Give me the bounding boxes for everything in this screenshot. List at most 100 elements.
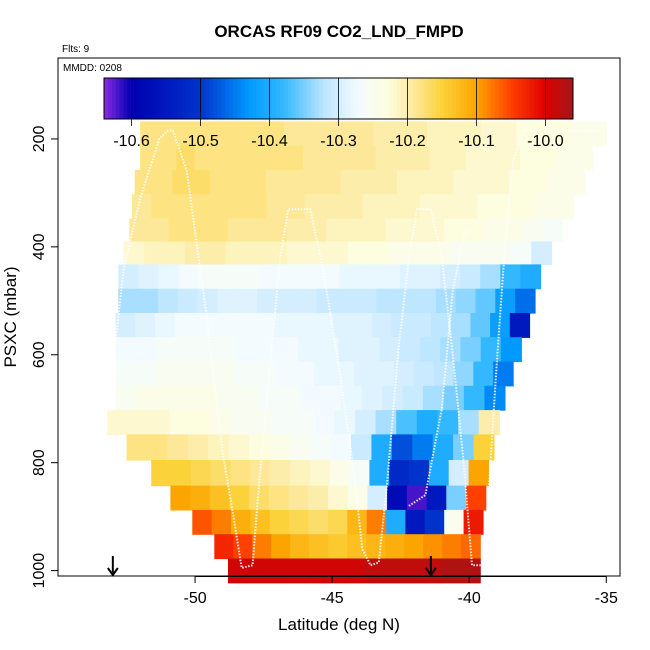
heatmap-cell: [247, 170, 267, 195]
flight-track-line: [111, 129, 599, 569]
heatmap-cell: [197, 385, 219, 411]
heatmap-cell: [373, 121, 392, 147]
heatmap-cell: [404, 534, 424, 560]
heatmap-cell: [175, 361, 196, 387]
colorbar-segment: [272, 78, 277, 119]
colorbar-segment: [189, 78, 195, 119]
heatmap-cell: [259, 385, 281, 411]
heatmap-cell: [362, 194, 383, 220]
heatmap-cell: [269, 509, 290, 535]
colorbar-segment: [526, 78, 531, 119]
colorbar-segment: [369, 78, 375, 119]
heatmap-cell: [443, 385, 465, 411]
heatmap-cell: [419, 264, 441, 290]
heatmap-cell: [158, 288, 179, 314]
heatmap-cell: [455, 288, 476, 314]
colorbar-segment: [318, 78, 324, 119]
heatmap-cell: [191, 170, 211, 195]
colorbar-segment: [244, 78, 250, 119]
heatmap-cell: [290, 460, 311, 487]
heatmap-cell: [322, 170, 342, 195]
heatmap-cell: [136, 385, 158, 411]
heatmap-cell: [462, 121, 482, 147]
colorbar-segment: [412, 78, 418, 119]
heatmap-cell: [270, 460, 291, 487]
heatmap-cell: [376, 288, 397, 314]
heatmap-cell: [156, 337, 177, 363]
heatmap-cell: [426, 485, 447, 511]
heatmap-cell: [214, 313, 235, 338]
heatmap-cell: [305, 558, 326, 584]
heatmap-cell: [156, 385, 178, 411]
heatmap-cell: [381, 385, 403, 411]
heatmap-cell: [378, 170, 398, 195]
heatmap-cell: [546, 170, 567, 195]
heatmap-cell: [450, 313, 471, 338]
colorbar-tick-label: -10.5: [182, 133, 219, 150]
heatmap-cell: [347, 485, 368, 511]
x-tick-label: -40: [458, 590, 481, 607]
heatmap-cell: [171, 460, 192, 487]
colorbar-segment: [471, 78, 476, 119]
heatmap-cell: [177, 385, 199, 411]
colorbar-segment: [334, 78, 339, 119]
colorbar-segment: [150, 78, 156, 119]
heatmap-cell: [301, 121, 321, 147]
heatmap-cell: [396, 410, 418, 435]
heatmap-cell: [397, 170, 417, 195]
heatmap-cell: [458, 194, 479, 220]
heatmap-cell: [423, 534, 443, 560]
heatmap-cell: [284, 170, 304, 195]
heatmap-cell: [290, 534, 310, 560]
marker-arrows: [107, 556, 437, 577]
marker-arrow: [107, 556, 119, 577]
colorbar-segment: [338, 78, 343, 119]
colorbar-tick-label: -10.4: [251, 133, 288, 150]
heatmap-cell: [475, 288, 496, 314]
heatmap-cell: [132, 194, 152, 220]
heatmap-cell: [323, 194, 344, 220]
heatmap-cell: [192, 509, 213, 535]
heatmap-cell: [268, 485, 290, 511]
heatmap-cell: [458, 410, 480, 435]
heatmap-cell: [229, 121, 249, 147]
colorbar-segment: [221, 78, 226, 119]
colorbar-segment: [487, 78, 492, 119]
heatmap-cell: [214, 361, 236, 387]
heatmap-cell: [149, 218, 170, 242]
heatmap-cell: [501, 337, 522, 363]
heatmap-cell: [211, 509, 232, 535]
colorbar-segment: [303, 78, 308, 119]
heatmap-cell: [463, 509, 484, 535]
colorbar-segment: [260, 78, 265, 119]
heatmap-cell: [229, 485, 250, 511]
colorbar-segment: [459, 78, 465, 119]
heatmap-cell: [144, 241, 166, 265]
chart-title: ORCAS RF09 CO2_LND_FMPD: [214, 22, 463, 41]
heatmap-cell: [437, 410, 459, 435]
colorbar-segment: [330, 78, 336, 119]
heatmap-cell: [158, 121, 177, 147]
heatmap-cell: [118, 288, 139, 314]
heatmap-cell: [237, 288, 258, 314]
colorbar-segment: [229, 78, 234, 119]
heatmap-cell: [402, 558, 423, 584]
heatmap-cell: [366, 534, 386, 560]
colorbar-tick-label: -10.2: [389, 133, 426, 150]
heatmap-cell: [419, 194, 440, 220]
heatmap-cell: [339, 145, 358, 171]
x-axis-label: Latitude (deg N): [278, 615, 400, 634]
heatmap-cell: [515, 288, 536, 314]
heatmap-cell: [429, 241, 451, 265]
heatmap-cell: [473, 361, 494, 387]
heatmap-cell: [279, 385, 301, 411]
heatmap-cell: [349, 460, 370, 487]
heatmap-cell: [542, 218, 563, 242]
colorbar-segment: [549, 78, 554, 119]
heatmap-cell: [272, 410, 294, 435]
colorbar-segment: [557, 78, 562, 119]
heatmap-cell: [495, 288, 516, 314]
heatmap-cell: [190, 460, 212, 487]
heatmap-cell: [148, 410, 170, 435]
colorbar-segment: [166, 78, 171, 119]
